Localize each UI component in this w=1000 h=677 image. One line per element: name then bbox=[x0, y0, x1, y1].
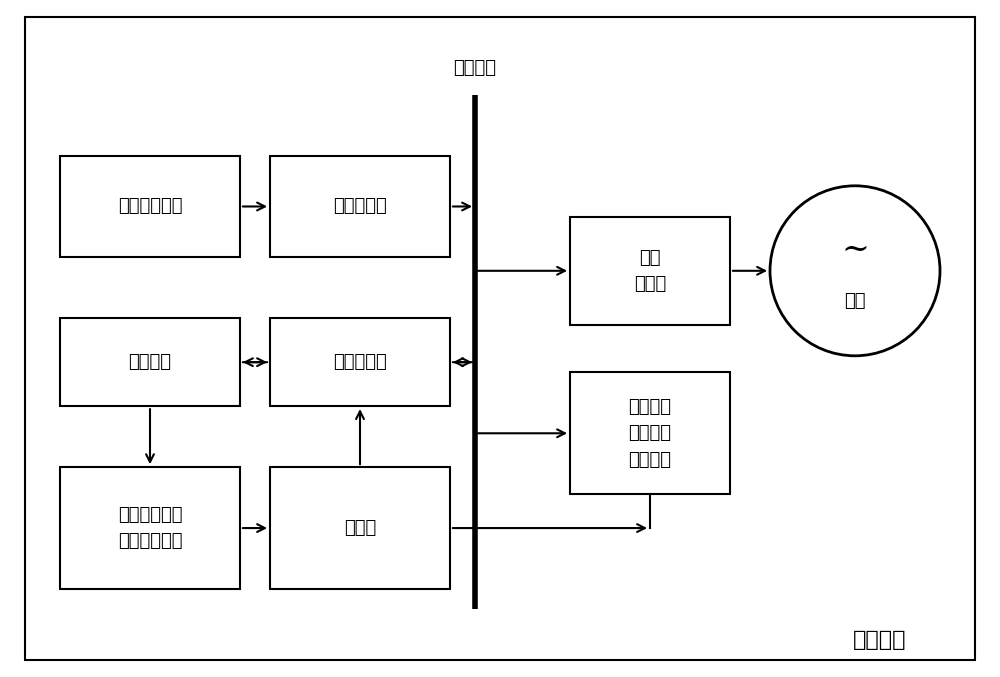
Bar bbox=[60, 318, 240, 406]
Bar bbox=[270, 318, 450, 406]
Text: 电网: 电网 bbox=[844, 292, 866, 309]
Text: 蓄电池组荷电
状态检测单元: 蓄电池组荷电 状态检测单元 bbox=[118, 506, 182, 550]
Text: 光伏电站
输出功率
检测单元: 光伏电站 输出功率 检测单元 bbox=[628, 398, 671, 468]
Bar bbox=[270, 467, 450, 589]
Bar bbox=[570, 372, 730, 494]
Text: ~: ~ bbox=[841, 234, 869, 265]
Text: 光伏逆变器: 光伏逆变器 bbox=[333, 198, 387, 215]
Bar bbox=[60, 467, 240, 589]
Bar bbox=[60, 156, 240, 257]
Text: 控制器: 控制器 bbox=[344, 519, 376, 537]
Bar bbox=[270, 156, 450, 257]
Text: 交流母线: 交流母线 bbox=[454, 59, 496, 77]
Text: 储能变流器: 储能变流器 bbox=[333, 353, 387, 371]
Ellipse shape bbox=[770, 185, 940, 356]
Text: 光伏电站: 光伏电站 bbox=[853, 630, 907, 650]
Bar bbox=[570, 217, 730, 325]
Text: 升压
变压器: 升压 变压器 bbox=[634, 248, 666, 293]
Text: 光伏发电阵列: 光伏发电阵列 bbox=[118, 198, 182, 215]
Text: 蓄电池组: 蓄电池组 bbox=[128, 353, 172, 371]
